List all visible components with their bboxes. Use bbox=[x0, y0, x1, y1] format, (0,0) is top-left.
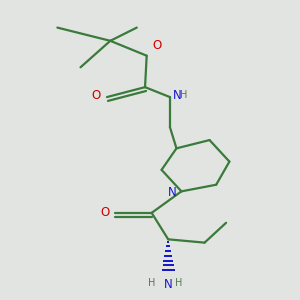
Text: O: O bbox=[92, 89, 101, 102]
Text: H: H bbox=[175, 278, 182, 288]
Text: N: N bbox=[164, 278, 173, 291]
Text: H: H bbox=[148, 278, 156, 288]
Text: O: O bbox=[100, 206, 109, 219]
Text: O: O bbox=[153, 39, 162, 52]
Text: N: N bbox=[173, 89, 182, 102]
Text: N: N bbox=[168, 185, 176, 199]
Text: H: H bbox=[180, 90, 188, 100]
